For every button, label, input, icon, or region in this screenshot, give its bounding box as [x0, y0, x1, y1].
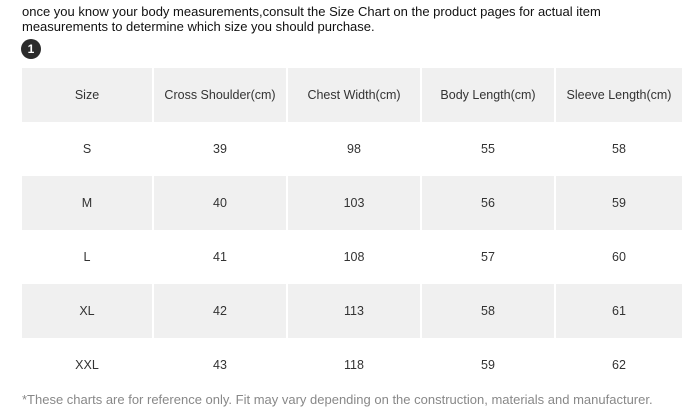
table-header-row: Size Cross Shoulder(cm) Chest Width(cm) … [22, 68, 682, 122]
cell-body-length: 58 [422, 284, 554, 338]
cell-cross-shoulder: 42 [154, 284, 286, 338]
intro-text: once you know your body measurements,con… [22, 4, 601, 34]
table-row: S 39 98 55 58 [22, 122, 682, 176]
cell-body-length: 57 [481, 250, 495, 264]
cell-cross-shoulder: 39 [213, 142, 227, 156]
cell-size: L [83, 250, 91, 264]
table-row: M 40 103 56 59 [22, 176, 682, 230]
size-chart-table: Size Cross Shoulder(cm) Chest Width(cm) … [20, 68, 684, 392]
cell-sleeve-length: 62 [612, 358, 626, 372]
header-body-length: Body Length(cm) [422, 68, 554, 122]
cell-sleeve-length: 61 [556, 284, 682, 338]
table-row: L 41 108 57 60 [22, 230, 682, 284]
cell-size: M [22, 176, 152, 230]
disclaimer-footnote: *These charts are for reference only. Fi… [22, 392, 653, 407]
header-chest-width: Chest Width(cm) [288, 68, 420, 122]
cell-sleeve-length: 58 [612, 142, 626, 156]
cell-sleeve-length: 59 [556, 176, 682, 230]
cell-chest-width: 113 [288, 284, 420, 338]
header-cross-shoulder: Cross Shoulder(cm) [154, 68, 286, 122]
cell-body-length: 56 [422, 176, 554, 230]
cell-chest-width: 118 [344, 358, 364, 372]
cell-cross-shoulder: 40 [154, 176, 286, 230]
cell-cross-shoulder: 43 [213, 358, 227, 372]
cell-cross-shoulder: 41 [213, 250, 227, 264]
header-size: Size [22, 68, 152, 122]
cell-size: XXL [75, 358, 99, 372]
cell-chest-width: 103 [288, 176, 420, 230]
cell-sleeve-length: 60 [612, 250, 626, 264]
cell-size: S [82, 142, 92, 156]
cell-body-length: 55 [481, 142, 495, 156]
step-number-badge: 1 [21, 39, 41, 59]
table-row: XXL 43 118 59 62 [22, 338, 682, 392]
cell-size: XL [22, 284, 152, 338]
cell-body-length: 59 [481, 358, 495, 372]
cell-chest-width: 108 [343, 250, 365, 264]
header-sleeve-length: Sleeve Length(cm) [556, 68, 682, 122]
table-row: XL 42 113 58 61 [22, 284, 682, 338]
cell-chest-width: 98 [347, 142, 361, 156]
